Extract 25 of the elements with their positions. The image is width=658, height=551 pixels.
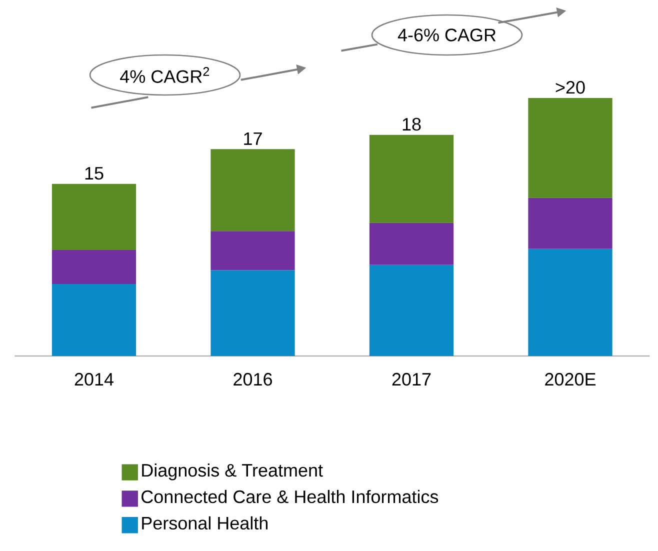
bar	[528, 198, 612, 249]
bar	[210, 231, 295, 270]
bar	[528, 98, 612, 198]
text: 4% CAGR$^{2}$	[120, 67, 210, 83]
x-tick-label: 2014	[74, 372, 114, 386]
annotation: 15	[85, 167, 104, 180]
legend-label: Diagnosis & Treatment	[142, 464, 323, 480]
x-tick-label: 2017	[392, 372, 431, 386]
x-tick-label: 2020E	[545, 372, 596, 386]
annotation: >20	[556, 80, 585, 94]
legend-label: Personal Health	[142, 516, 268, 530]
bar	[528, 248, 612, 356]
bar	[210, 149, 295, 232]
text: 4-6% CAGR	[398, 28, 496, 42]
legend-label: Connected Care & Health Informatics	[142, 490, 438, 504]
bar	[52, 184, 136, 250]
bar	[52, 284, 136, 356]
bar	[369, 264, 454, 356]
bar	[369, 222, 454, 265]
x-tick-label: 2016	[234, 372, 272, 386]
bar	[369, 134, 454, 223]
bar	[210, 270, 295, 356]
bar	[52, 250, 136, 284]
annotation: 17	[244, 132, 262, 145]
annotation: 18	[402, 118, 421, 131]
